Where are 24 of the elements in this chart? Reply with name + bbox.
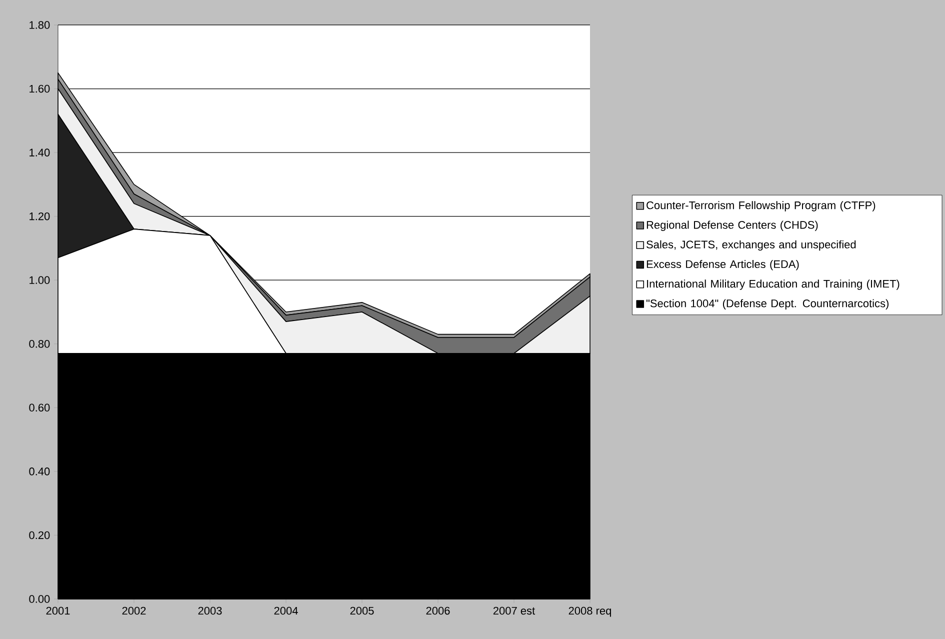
legend-label: Regional Defense Centers (CHDS) [646, 220, 818, 231]
y-tick-label: 1.20 [30, 212, 50, 220]
x-tick-label: 2008 req [568, 606, 611, 617]
y-tick-label: 1.80 [30, 21, 50, 29]
x-tick-label: 2001 [46, 606, 70, 615]
legend-label: "Section 1004" (Defense Dept. Counternarcotics) [646, 299, 889, 310]
y-tick-label: 0.20 [29, 531, 50, 540]
y-tick-label: 1.00 [30, 276, 50, 284]
y-tick-label: 1.40 [30, 148, 50, 156]
legend-label: Excess Defense Articles (EDA) [646, 260, 799, 270]
y-tick-label: 0.00 [29, 595, 50, 603]
y-tick-label: 1.60 [30, 84, 50, 93]
x-tick-label: 2004 [274, 606, 298, 615]
x-tick-label: 2002 [122, 606, 146, 615]
x-tick-label: 2007 est [493, 606, 536, 615]
x-tick-label: 2005 [350, 606, 374, 615]
x-tick-label: 2003 [198, 606, 222, 615]
y-tick-label: 0.40 [29, 468, 50, 476]
y-tick-label: 0.60 [29, 404, 50, 412]
legend-label: Sales, JCETS, exchanges and unspecified [646, 240, 856, 251]
x-tick-label: 2006 [426, 606, 450, 615]
legend-label: International Military Education and Training (IMET) [647, 280, 900, 290]
legend-label: Counter-Terrorism Fellowship Program (CTFP) [646, 201, 876, 212]
y-tick-label: 0.80 [29, 340, 50, 348]
